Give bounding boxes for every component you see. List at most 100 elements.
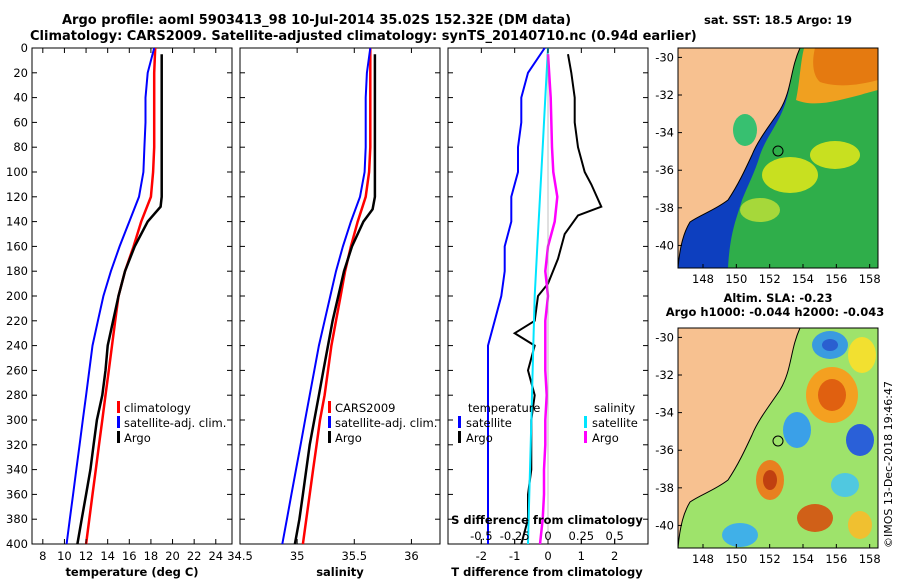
legend-swatch-argo [117, 431, 120, 443]
map-axes: -30 -32 -34 -36 -38 -40 148 150 152 154 156 158 -30 -… [655, 50, 880, 566]
map-lat-label: -36 [655, 163, 674, 177]
legend-sat-label: satellite-adj. clim. [124, 416, 226, 430]
x-tick-label: 0.25 [569, 529, 595, 543]
temperature-panel-frame [31, 47, 233, 545]
x-tick-label: 18 [144, 549, 159, 563]
title-line-1: Argo profile: aoml 5903413_98 10-Jul-201… [62, 13, 572, 28]
x-tick-label: 34.5 [227, 549, 253, 563]
sla-map-frame [677, 327, 879, 549]
map-lon-label: 154 [792, 552, 814, 566]
sla-argo-marker [772, 435, 784, 447]
salinity-plot [281, 47, 377, 545]
sla-high-4 [797, 504, 833, 532]
sla-low-1-core [822, 339, 838, 351]
temperature-plot [65, 47, 163, 545]
x-tick-label: 36 [404, 549, 419, 563]
temperature-xlabel: temperature (deg C) [65, 565, 198, 579]
map-lon-label: 156 [825, 272, 847, 286]
sla-high-5 [848, 511, 872, 539]
map-lat-label: -38 [655, 481, 674, 495]
x-tick-label: 35 [290, 549, 305, 563]
depth-tick-label: 160 [6, 239, 28, 253]
difference-plot [487, 47, 603, 545]
map-lat-label: -30 [655, 330, 674, 344]
legend-swatch-t-sat [458, 416, 461, 428]
sla-low-4 [831, 473, 859, 497]
x-tick-label: 12 [79, 549, 94, 563]
depth-tick-label: 340 [6, 463, 28, 477]
difference-legend-temperature: temperature satellite Argo [458, 401, 540, 445]
sst-eddy-4 [733, 114, 757, 146]
series-line-argo [76, 54, 163, 545]
legend-salinity-title: salinity [594, 401, 635, 415]
map-lon-label: 148 [692, 272, 714, 286]
legend-clim-label: CARS2009 [335, 401, 395, 415]
sst-map [678, 48, 878, 268]
map-lon-label: 152 [759, 272, 781, 286]
x-tick-label: 22 [187, 549, 202, 563]
series-line-t-argo [512, 54, 603, 545]
sst-hot-water [813, 48, 878, 86]
legend-swatch-clim [328, 401, 331, 413]
sla-map-subtitle: Argo h1000: -0.044 h2000: -0.043 [666, 305, 885, 319]
sla-high-2 [848, 337, 876, 373]
sla-map [678, 328, 878, 548]
legend-sat-label: satellite-adj. clim. [335, 416, 437, 430]
depth-tick-label: 300 [6, 413, 28, 427]
x-tick-label: 0 [544, 529, 551, 543]
x-tick-label: -0.25 [500, 529, 530, 543]
depth-tick-label: 180 [6, 264, 28, 278]
depth-tick-label: 140 [6, 215, 28, 229]
s-difference-xlabel: S difference from climatology [451, 513, 643, 527]
legend-temperature-title: temperature [468, 401, 540, 415]
map-lat-label: -40 [655, 238, 674, 252]
map-lon-label: 148 [692, 552, 714, 566]
sst-eddy-2 [810, 141, 860, 169]
depth-tick-label: 200 [6, 289, 28, 303]
temperature-legend: climatology satellite-adj. clim. Argo [117, 401, 226, 445]
legend-swatch-clim [117, 401, 120, 413]
sst-map-frame [677, 47, 879, 269]
salinity-xlabel: salinity [316, 565, 364, 579]
legend-clim-label: climatology [124, 401, 191, 415]
legend-swatch-argo [328, 431, 331, 443]
legend-s-argo-label: Argo [592, 431, 619, 445]
map-lat-label: -34 [655, 406, 674, 420]
depth-tick-label: 320 [6, 438, 28, 452]
sla-low-2 [783, 412, 811, 448]
depth-tick-label: 80 [13, 140, 28, 154]
depth-tick-label: 120 [6, 190, 28, 204]
legend-swatch-t-argo [458, 431, 461, 443]
x-tick-label: 16 [122, 549, 137, 563]
x-tick-label: 0 [544, 549, 551, 563]
map-lon-label: 156 [825, 552, 847, 566]
x-tick-label: 35.5 [341, 549, 367, 563]
map-lat-label: -34 [655, 126, 674, 140]
sla-high-3-core [763, 470, 777, 490]
legend-swatch-s-argo [584, 431, 587, 443]
map-lon-label: 150 [725, 552, 747, 566]
legend-argo-label: Argo [335, 431, 362, 445]
legend-t-sat-label: satellite [466, 416, 512, 430]
map-lat-label: -38 [655, 201, 674, 215]
difference-legend-salinity: salinity satellite Argo [584, 401, 638, 445]
series-line-t-satellite [487, 47, 546, 544]
series-line-argo [293, 54, 377, 545]
sst-map-title: sat. SST: 18.5 Argo: 19 [704, 13, 852, 27]
depth-tick-label: 260 [6, 363, 28, 377]
map-lon-label: 158 [859, 272, 881, 286]
sst-coastline [678, 48, 801, 268]
title-line-2: Climatology: CARS2009. Satellite-adjuste… [30, 29, 697, 44]
t-difference-xlabel: T difference from climatology [451, 565, 643, 579]
map-lon-label: 150 [725, 272, 747, 286]
map-lon-label: 158 [859, 552, 881, 566]
sla-low-3 [846, 424, 874, 456]
depth-tick-label: 40 [13, 91, 28, 105]
map-lon-label: 154 [792, 272, 814, 286]
depth-tick-label: 240 [6, 339, 28, 353]
x-tick-label: -1 [509, 549, 520, 563]
sla-low-5 [722, 523, 758, 547]
map-lat-label: -40 [655, 518, 674, 532]
depth-tick-label: 400 [6, 537, 28, 551]
